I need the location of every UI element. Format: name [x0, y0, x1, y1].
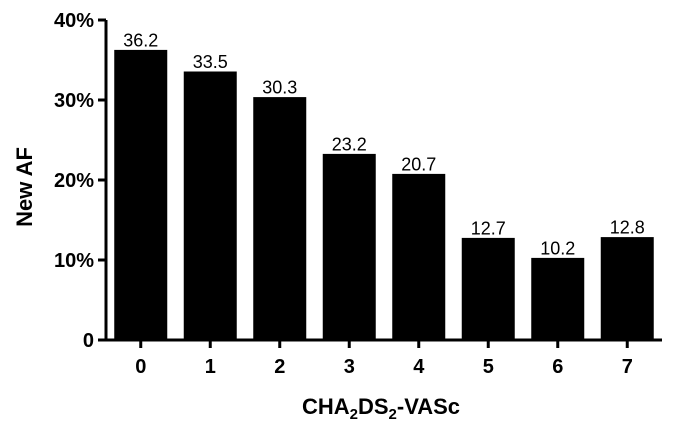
y-tick-label: 20% — [54, 170, 94, 192]
bar-1 — [183, 71, 237, 341]
x-axis-title-part-3: -VASc — [397, 394, 460, 419]
x-tick-label-3: 3 — [344, 356, 355, 378]
x-axis-title-subscript-1: 2 — [350, 406, 358, 421]
x-tick-label-0: 0 — [135, 356, 146, 378]
y-tick-label: 40% — [54, 10, 94, 32]
x-axis: 0 1 2 3 4 5 6 7 — [106, 338, 662, 378]
bar-value-label-3: 23.2 — [332, 134, 367, 154]
bar-6 — [531, 257, 585, 341]
bar-value-label-1: 33.5 — [193, 52, 228, 72]
bar-value-label-2: 30.3 — [262, 78, 297, 98]
x-tick-label-6: 6 — [552, 356, 563, 378]
y-axis: 0 10% 20% 30% 40% — [54, 10, 108, 352]
bar-4 — [392, 173, 446, 341]
x-axis-title-subscript-2: 2 — [389, 406, 397, 421]
x-axis-title-part-1: CHA — [302, 394, 350, 419]
y-tick-label: 10% — [54, 250, 94, 272]
y-axis-title: New AF — [12, 147, 37, 227]
bars: 36.2 33.5 30.3 23.2 20.7 12.7 10.2 12.8 — [114, 30, 654, 341]
x-axis-title: CHA2DS2-VASc — [302, 394, 460, 421]
bar-value-label-6: 10.2 — [540, 238, 575, 258]
x-tick-label-1: 1 — [205, 356, 216, 378]
y-tick-label: 30% — [54, 90, 94, 112]
bar-value-label-4: 20.7 — [401, 154, 436, 174]
bar-3 — [322, 153, 376, 341]
x-tick-label-2: 2 — [274, 356, 285, 378]
bar-5 — [461, 237, 515, 341]
bar-value-label-5: 12.7 — [471, 218, 506, 238]
x-axis-title-part-2: DS — [358, 394, 389, 419]
x-tick-label-4: 4 — [413, 356, 425, 378]
x-tick-label-5: 5 — [483, 356, 494, 378]
x-tick-label-7: 7 — [622, 356, 633, 378]
bar-7 — [600, 237, 654, 341]
bar-value-label-0: 36.2 — [123, 30, 158, 50]
bar-value-label-7: 12.8 — [610, 218, 645, 238]
y-tick-label: 0 — [83, 330, 94, 352]
bar-2 — [253, 97, 307, 341]
bar-0 — [114, 49, 168, 341]
